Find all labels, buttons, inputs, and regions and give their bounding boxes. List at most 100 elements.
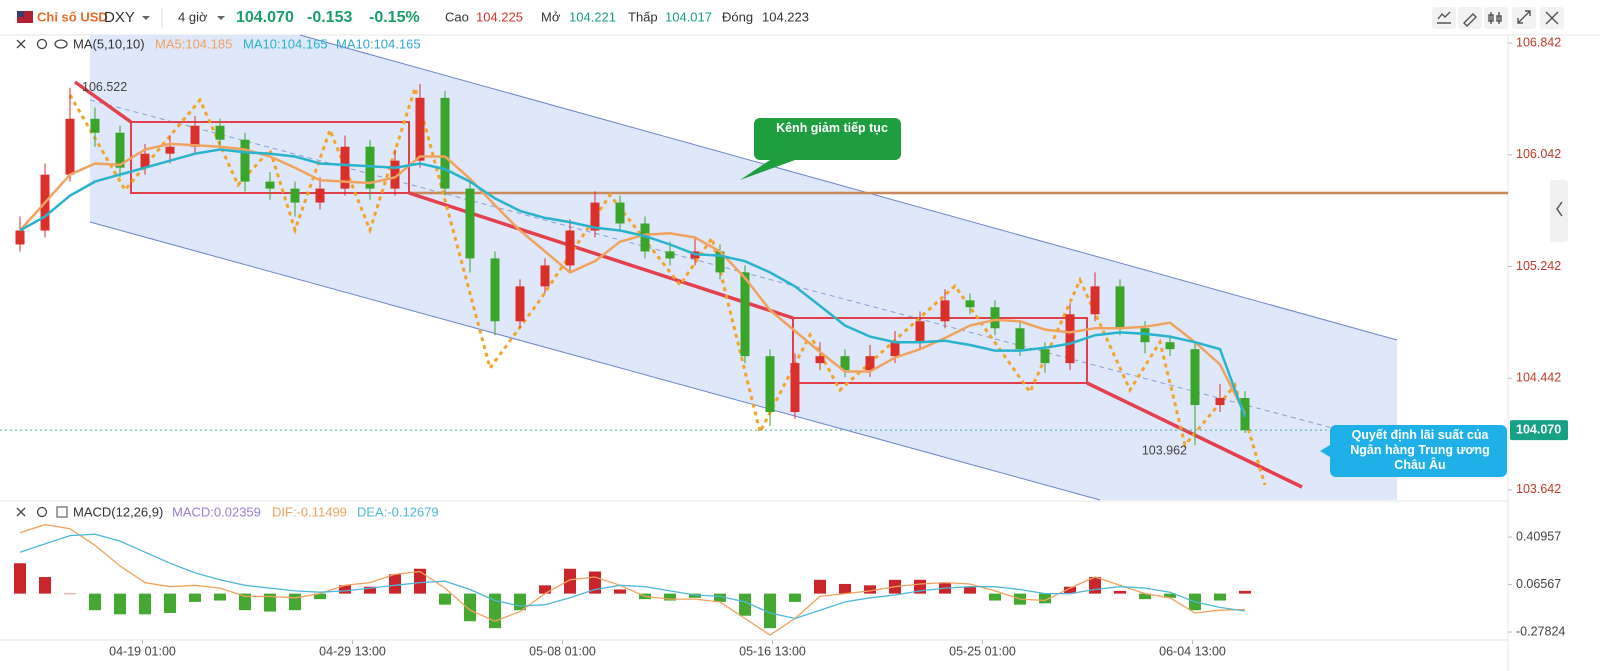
macd-bar bbox=[614, 589, 626, 594]
tool-icon bbox=[1545, 11, 1559, 25]
callout-blue bbox=[1320, 425, 1507, 477]
macd-bar bbox=[14, 563, 26, 594]
candle-body bbox=[315, 188, 325, 203]
tool-icon bbox=[1517, 10, 1531, 24]
y-tick-label: 0.06567 bbox=[1516, 577, 1561, 591]
macd-bar bbox=[389, 574, 401, 594]
candle-body bbox=[465, 188, 475, 259]
macd-bar bbox=[1114, 590, 1126, 594]
macd-bar bbox=[414, 568, 426, 594]
x-tick-label: 06-04 13:00 bbox=[1159, 644, 1226, 658]
candle-body bbox=[440, 97, 450, 189]
legend-entry: MA5:104.185 bbox=[155, 36, 232, 51]
candle-body bbox=[865, 356, 875, 371]
stat-value: 104.225 bbox=[476, 9, 523, 24]
change: -0.153 bbox=[307, 9, 352, 26]
macd-bar bbox=[839, 583, 851, 594]
macd-bar bbox=[714, 593, 726, 602]
close-icon[interactable] bbox=[16, 39, 26, 49]
dropdown-icon[interactable] bbox=[142, 16, 150, 20]
macd-bar bbox=[64, 593, 76, 595]
expand-icon[interactable] bbox=[56, 506, 68, 518]
side-tab-icon bbox=[1556, 201, 1563, 217]
visibility-icon[interactable] bbox=[54, 39, 68, 49]
macd-bar bbox=[764, 593, 776, 629]
y-tick-label: 106.842 bbox=[1516, 35, 1561, 49]
tool-button[interactable] bbox=[1484, 7, 1508, 29]
x-tick-label: 04-29 13:00 bbox=[319, 644, 386, 658]
macd-bar bbox=[739, 593, 751, 616]
candle-body bbox=[390, 160, 400, 189]
indicator-name: MACD(12,26,9) bbox=[73, 504, 163, 519]
candle-body bbox=[15, 230, 25, 245]
tool-button[interactable] bbox=[1432, 7, 1456, 29]
macd-bar bbox=[214, 593, 226, 601]
candle-body bbox=[1065, 314, 1075, 364]
stat-label: Thấp bbox=[628, 9, 658, 24]
macd-bar bbox=[964, 586, 976, 594]
candle-body bbox=[715, 251, 725, 273]
macd-bar bbox=[514, 593, 526, 611]
price-note: 103.962 bbox=[1142, 444, 1187, 458]
macd-bar bbox=[364, 586, 376, 594]
y-tick-label: 103.642 bbox=[1516, 482, 1561, 496]
range-box bbox=[792, 317, 1088, 384]
stat-value: 104.223 bbox=[762, 9, 809, 24]
tool-button[interactable] bbox=[1458, 7, 1482, 29]
channel-lower bbox=[89, 221, 1101, 501]
wave-path bbox=[68, 82, 1267, 486]
stat-label: Đóng bbox=[722, 9, 753, 24]
header-bar bbox=[0, 0, 1600, 35]
candle-body bbox=[165, 146, 175, 154]
x-tick-label: 05-25 01:00 bbox=[949, 644, 1016, 658]
macd-bar bbox=[1039, 593, 1051, 604]
callout-text: Kênh giảm tiếp tục bbox=[776, 121, 888, 135]
macd-bar bbox=[239, 593, 251, 611]
instrument-name[interactable]: Chỉ số USD bbox=[37, 9, 108, 24]
toolbar bbox=[1432, 7, 1564, 29]
macd-bar bbox=[314, 593, 326, 600]
candle-body bbox=[765, 356, 775, 413]
candle-body bbox=[740, 272, 750, 357]
candle-body bbox=[90, 118, 100, 133]
flag-canton bbox=[17, 11, 24, 17]
y-tick-label: 105.242 bbox=[1516, 259, 1561, 273]
x-tick-label: 04-19 01:00 bbox=[109, 644, 176, 658]
candle-body bbox=[815, 356, 825, 364]
dropdown-icon[interactable] bbox=[217, 16, 225, 20]
macd-bar bbox=[1164, 593, 1176, 598]
candle-body bbox=[1165, 342, 1175, 350]
candle-body bbox=[615, 202, 625, 224]
y-tick-label: -0.27824 bbox=[1516, 624, 1565, 638]
macd-bar bbox=[689, 593, 701, 598]
legend-entry: DEA:-0.12679 bbox=[357, 504, 439, 519]
candle-body bbox=[490, 258, 500, 322]
close-icon[interactable] bbox=[16, 507, 26, 517]
candle-body bbox=[1090, 286, 1100, 315]
stat-label: Cao bbox=[445, 9, 469, 24]
symbol[interactable]: DXY bbox=[104, 9, 135, 26]
tool-icon bbox=[1463, 13, 1477, 27]
macd-bar bbox=[264, 593, 276, 612]
legend-entry: MACD:0.02359 bbox=[172, 504, 261, 519]
plot: 106.842 106.042 105.242 104.442 103.642 104.0… bbox=[0, 35, 1568, 658]
candle-body bbox=[640, 223, 650, 252]
settings-icon[interactable] bbox=[36, 38, 48, 50]
tool-button[interactable] bbox=[1512, 7, 1536, 29]
candle-body bbox=[665, 251, 675, 259]
legend-entry: MA10:104.165 bbox=[336, 36, 421, 51]
macd-bar bbox=[114, 593, 126, 615]
candle-body bbox=[290, 188, 300, 203]
callout-text-box: Quyết định lãi suất của Ngân hàng Trung … bbox=[1350, 428, 1490, 472]
callout-text: Quyết định lãi suất của Ngân hàng Trung … bbox=[1350, 428, 1490, 472]
settings-icon[interactable] bbox=[36, 506, 48, 518]
indicator-name: MA(5,10,10) bbox=[73, 36, 145, 51]
candle-body bbox=[65, 118, 75, 175]
macd-bar bbox=[439, 593, 451, 605]
last-price-label: 104.070 bbox=[1516, 422, 1561, 436]
interval[interactable]: 4 giờ bbox=[178, 9, 208, 24]
candle-body bbox=[515, 286, 525, 322]
indicator-line bbox=[19, 523, 1246, 636]
